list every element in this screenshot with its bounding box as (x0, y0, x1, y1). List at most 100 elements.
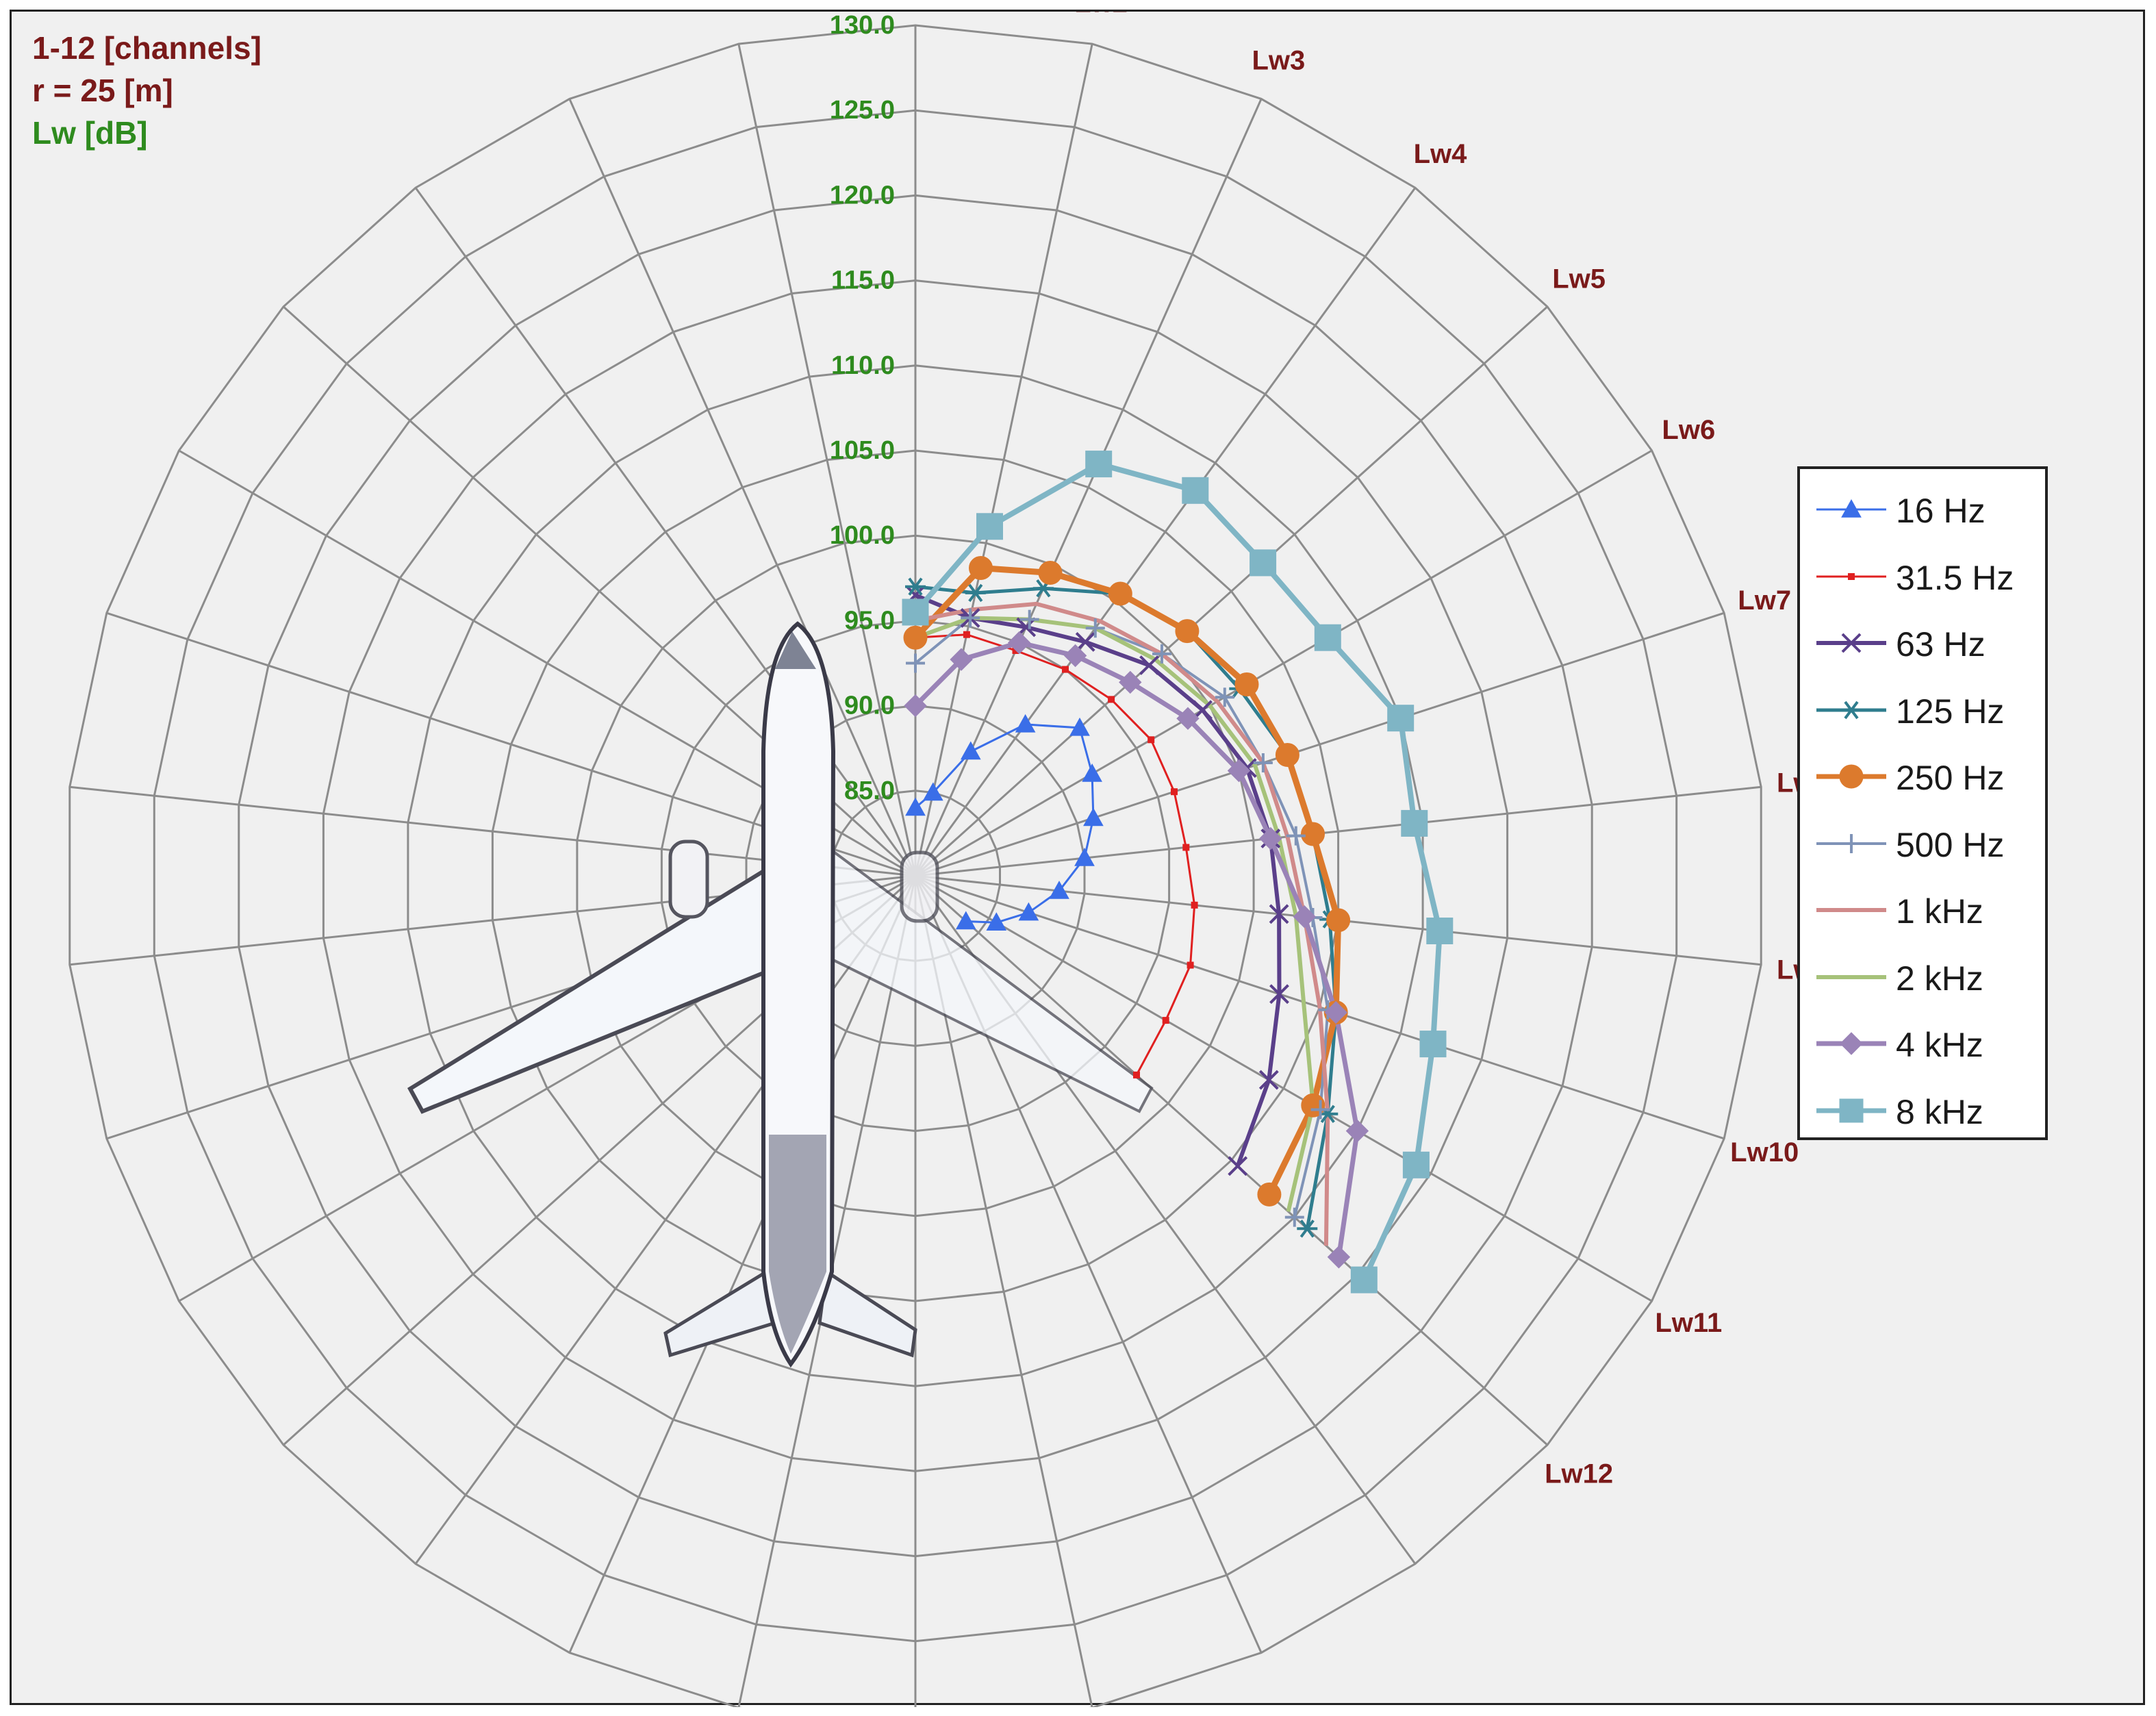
series-line-8-khz (913, 461, 1443, 1281)
unit-label: Lw [dB] (32, 115, 148, 151)
point-31-5-hz (1108, 696, 1115, 703)
r-tick-label: 110.0 (831, 351, 895, 380)
point-8-khz (1387, 705, 1415, 732)
spoke-label-lw10: Lw10 (1730, 1137, 1799, 1168)
point-31-5-hz (1147, 736, 1155, 744)
legend-swatch (1816, 764, 1886, 789)
point-31-5-hz (1133, 1071, 1140, 1078)
legend-marker (1841, 499, 1862, 518)
legend-marker (1839, 1098, 1864, 1122)
point-8-khz (902, 598, 929, 626)
point-31-5-hz (1182, 844, 1190, 851)
legend-swatch (1816, 499, 1886, 518)
chart-frame: 85.0 90.0 95.0 100.0 105.0 110.0 115.0 120.0 125… (10, 10, 2145, 1707)
series-line-1-khz (915, 601, 1330, 1246)
legend-label: 63 Hz (1896, 625, 1986, 664)
legend-item-63-hz: 63 Hz (1800, 609, 2045, 677)
legend-swatch (1816, 572, 1886, 580)
legend-marker (1840, 1032, 1863, 1055)
point-31-5-hz (1191, 901, 1198, 909)
legend-label: 16 Hz (1896, 492, 1986, 530)
point-8-khz (1250, 549, 1277, 577)
legend-swatch (1816, 974, 1886, 979)
grid-spoke (568, 98, 917, 876)
legend-label: 1 kHz (1896, 892, 1983, 931)
point-16-hz (960, 741, 981, 760)
aircraft-silhouette (407, 621, 1154, 1368)
point-250-hz (1038, 561, 1063, 585)
point-16-hz (1015, 714, 1036, 733)
legend-label: 4 kHz (1896, 1026, 1983, 1064)
polar-chart: 85.0 90.0 95.0 100.0 105.0 110.0 115.0 120.0 125… (68, 12, 1830, 1707)
point-8-khz (1182, 477, 1209, 504)
grid-spoke (737, 43, 917, 876)
point-16-hz (905, 797, 926, 816)
point-16-hz (1074, 847, 1095, 866)
point-8-khz (1401, 809, 1428, 837)
point-63-hz (1075, 631, 1095, 652)
legend-label: 2 kHz (1896, 959, 1983, 998)
point-250-hz (969, 556, 993, 580)
point-8-khz (1350, 1266, 1378, 1294)
legend-item-4-khz: 4 kHz (1800, 1010, 2045, 1078)
grid-spoke (915, 611, 1725, 877)
spoke-label-lw11: Lw11 (1655, 1308, 1722, 1338)
point-4-khz (1176, 707, 1200, 730)
point-250-hz (1301, 1093, 1326, 1118)
point-16-hz (1018, 902, 1039, 921)
point-4-khz (904, 694, 927, 718)
point-8-khz (1426, 918, 1454, 944)
point-16-hz (986, 912, 1007, 931)
point-4-khz (1259, 827, 1282, 850)
legend-item-16-hz: 16 Hz (1800, 476, 2045, 544)
point-63-hz (1228, 1156, 1248, 1176)
series-line-4-khz (913, 640, 1360, 1258)
r-tick-label: 85.0 (844, 777, 895, 805)
point-250-hz (1257, 1182, 1282, 1207)
point-4-khz (1327, 1246, 1351, 1269)
spoke-label-lw5: Lw5 (1552, 264, 1606, 294)
legend-label: 8 kHz (1896, 1092, 1983, 1131)
point-16-hz (1069, 717, 1090, 736)
legend-swatch (1816, 1032, 1886, 1055)
series-line-63-hz (914, 593, 1282, 1167)
legend-item-8-khz: 8 kHz (1800, 1077, 2045, 1145)
series-layer (913, 461, 1443, 1281)
legend-marker (1841, 701, 1862, 719)
point-4-khz (1324, 1000, 1347, 1024)
legend-item-250-hz: 250 Hz (1800, 743, 2045, 811)
point-500-hz (1310, 1100, 1330, 1120)
legend-item-31-5-hz: 31.5 Hz (1800, 543, 2045, 611)
point-4-khz (1227, 759, 1251, 783)
point-63-hz (1269, 904, 1289, 924)
legend-item-500-hz: 500 Hz (1800, 810, 2045, 878)
point-63-hz (1269, 984, 1289, 1005)
point-125-hz (1297, 1220, 1318, 1238)
point-16-hz (1082, 763, 1102, 782)
point-500-hz (961, 608, 980, 628)
legend-swatch (1816, 1098, 1886, 1122)
spoke-label-lw12: Lw12 (1545, 1459, 1613, 1489)
point-500-hz (1085, 618, 1105, 638)
grid-spoke (915, 449, 1653, 877)
spoke-label-lw3: Lw3 (1252, 46, 1306, 76)
point-500-hz (1215, 687, 1234, 707)
legend-swatch (1816, 833, 1886, 853)
legend-swatch (1816, 633, 1886, 653)
legend-label: 125 Hz (1896, 692, 2005, 731)
point-250-hz (1326, 908, 1351, 933)
spoke-label-lw2: Lw2 (1074, 12, 1128, 18)
point-8-khz (976, 513, 1003, 540)
point-8-khz (1419, 1031, 1447, 1058)
point-500-hz (1284, 1207, 1304, 1227)
point-8-khz (1085, 451, 1113, 478)
spoke-label-lw7: Lw7 (1738, 585, 1791, 616)
r-tick-label: 95.0 (844, 606, 895, 635)
r-tick-label: 115.0 (831, 266, 895, 295)
grid-spoke (915, 785, 1762, 877)
spoke-label-lw4: Lw4 (1414, 139, 1468, 169)
legend-marker (1839, 764, 1864, 789)
legend-item-1-khz: 1 kHz (1800, 876, 2045, 944)
legend-marker (1842, 833, 1861, 853)
point-4-khz (1119, 670, 1142, 694)
